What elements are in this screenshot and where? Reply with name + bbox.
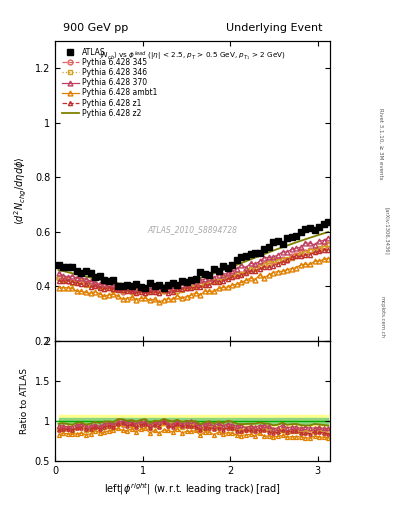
Pythia 6.428 345: [143, 290, 148, 296]
Line: Pythia 6.428 ambt1: Pythia 6.428 ambt1: [56, 256, 331, 305]
ATLAS: [326, 219, 331, 225]
Pythia 6.428 z1: [321, 247, 326, 253]
Pythia 6.428 z1: [56, 278, 61, 284]
Pythia 6.428 z1: [125, 288, 129, 294]
Line: Pythia 6.428 z1: Pythia 6.428 z1: [57, 248, 330, 295]
Pythia 6.428 346: [326, 241, 331, 247]
Pythia 6.428 346: [230, 274, 235, 280]
Pythia 6.428 ambt1: [102, 293, 107, 300]
Text: mcplots.cern.ch: mcplots.cern.ch: [380, 296, 385, 338]
Pythia 6.428 370: [56, 270, 61, 276]
Pythia 6.428 z1: [148, 289, 152, 295]
Pythia 6.428 z2: [143, 283, 148, 289]
Pythia 6.428 346: [157, 290, 162, 296]
Pythia 6.428 ambt1: [143, 295, 148, 302]
Pythia 6.428 370: [134, 285, 139, 291]
Pythia 6.428 ambt1: [230, 282, 235, 288]
Pythia 6.428 ambt1: [326, 255, 331, 262]
Pythia 6.428 345: [230, 272, 235, 278]
Pythia 6.428 ambt1: [157, 300, 162, 306]
Pythia 6.428 370: [143, 287, 148, 293]
Pythia 6.428 z2: [56, 267, 61, 273]
ATLAS: [230, 262, 235, 268]
ATLAS: [102, 276, 107, 283]
ATLAS: [134, 281, 139, 287]
Pythia 6.428 z2: [148, 283, 152, 289]
Y-axis label: $\langle d^2 N_{chg}/d\eta d\phi \rangle$: $\langle d^2 N_{chg}/d\eta d\phi \rangle…: [13, 157, 29, 225]
Pythia 6.428 345: [134, 287, 139, 293]
ATLAS: [125, 282, 129, 288]
ATLAS: [152, 283, 157, 289]
Text: 900 GeV pp: 900 GeV pp: [63, 23, 128, 33]
Line: Pythia 6.428 345: Pythia 6.428 345: [56, 243, 331, 295]
Line: Pythia 6.428 346: Pythia 6.428 346: [56, 241, 331, 295]
Pythia 6.428 ambt1: [56, 285, 61, 291]
Pythia 6.428 346: [56, 274, 61, 281]
Pythia 6.428 346: [143, 290, 148, 296]
Pythia 6.428 z2: [134, 283, 139, 289]
Pythia 6.428 345: [125, 286, 129, 292]
Pythia 6.428 z2: [230, 264, 235, 270]
Line: Pythia 6.428 z2: Pythia 6.428 z2: [59, 232, 328, 286]
Pythia 6.428 345: [152, 287, 157, 293]
X-axis label: left|$\phi^{right}$| (w.r.t. leading track) [rad]: left|$\phi^{right}$| (w.r.t. leading tra…: [104, 481, 281, 497]
Pythia 6.428 370: [125, 284, 129, 290]
Text: [arXiv:1306.3436]: [arXiv:1306.3436]: [385, 206, 389, 254]
Pythia 6.428 z2: [102, 278, 107, 284]
ATLAS: [148, 280, 152, 286]
Pythia 6.428 ambt1: [125, 295, 129, 302]
Pythia 6.428 346: [125, 286, 129, 292]
Pythia 6.428 345: [326, 242, 331, 248]
ATLAS: [56, 262, 61, 268]
Pythia 6.428 z1: [102, 286, 107, 292]
Pythia 6.428 370: [230, 268, 235, 274]
ATLAS: [143, 285, 148, 291]
Pythia 6.428 ambt1: [134, 296, 139, 303]
Pythia 6.428 z1: [134, 289, 139, 295]
Pythia 6.428 345: [56, 275, 61, 282]
Text: ATLAS_2010_S8894728: ATLAS_2010_S8894728: [147, 225, 238, 234]
Pythia 6.428 370: [148, 286, 152, 292]
Pythia 6.428 z1: [157, 290, 162, 296]
Pythia 6.428 345: [102, 283, 107, 289]
Y-axis label: Ratio to ATLAS: Ratio to ATLAS: [20, 368, 29, 434]
Text: Rivet 3.1.10, ≥ 3M events: Rivet 3.1.10, ≥ 3M events: [379, 108, 384, 179]
Pythia 6.428 370: [326, 234, 331, 241]
Pythia 6.428 z2: [152, 283, 157, 289]
Pythia 6.428 z2: [125, 282, 129, 288]
Pythia 6.428 370: [102, 281, 107, 287]
Pythia 6.428 z1: [143, 290, 148, 296]
Pythia 6.428 370: [152, 285, 157, 291]
Legend: ATLAS, Pythia 6.428 345, Pythia 6.428 346, Pythia 6.428 370, Pythia 6.428 ambt1,: ATLAS, Pythia 6.428 345, Pythia 6.428 34…: [59, 45, 160, 121]
Line: ATLAS: ATLAS: [56, 219, 331, 291]
Text: Underlying Event: Underlying Event: [226, 23, 322, 33]
Pythia 6.428 z1: [230, 274, 235, 280]
Pythia 6.428 z2: [326, 229, 331, 235]
Pythia 6.428 ambt1: [148, 297, 152, 303]
Pythia 6.428 z1: [326, 247, 331, 253]
Pythia 6.428 346: [148, 288, 152, 294]
Text: $\langle N_{ch}\rangle$ vs $\phi^{lead}$ ($|\eta|$ < 2.5, $p_T$ > 0.5 GeV, $p_{T: $\langle N_{ch}\rangle$ vs $\phi^{lead}$…: [99, 50, 286, 63]
Pythia 6.428 346: [102, 286, 107, 292]
Pythia 6.428 346: [134, 288, 139, 294]
Pythia 6.428 345: [148, 288, 152, 294]
Line: Pythia 6.428 370: Pythia 6.428 370: [56, 236, 331, 292]
